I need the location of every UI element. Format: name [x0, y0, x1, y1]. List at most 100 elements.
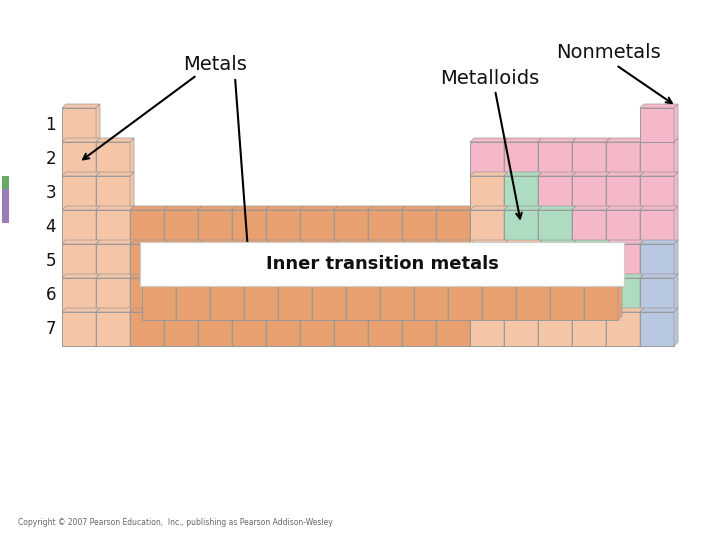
Bar	[176, 250, 210, 284]
Polygon shape	[232, 240, 270, 244]
Bar	[584, 286, 618, 320]
Polygon shape	[606, 138, 610, 176]
Polygon shape	[550, 246, 554, 284]
Polygon shape	[198, 206, 236, 210]
Polygon shape	[402, 274, 440, 278]
Polygon shape	[504, 274, 508, 312]
Polygon shape	[538, 138, 576, 142]
Polygon shape	[538, 240, 576, 244]
Polygon shape	[232, 274, 236, 312]
Polygon shape	[538, 206, 542, 244]
Polygon shape	[606, 138, 644, 142]
Bar	[504, 210, 538, 244]
Bar	[198, 312, 232, 346]
Bar	[210, 250, 244, 284]
Bar	[448, 250, 482, 284]
Text: 6: 6	[45, 286, 56, 304]
Polygon shape	[380, 246, 384, 284]
Polygon shape	[572, 206, 610, 210]
Bar	[504, 176, 538, 210]
Polygon shape	[164, 240, 168, 278]
Bar	[606, 176, 640, 210]
Polygon shape	[414, 246, 452, 250]
Polygon shape	[130, 274, 168, 278]
Polygon shape	[198, 240, 202, 278]
Polygon shape	[414, 246, 418, 284]
Polygon shape	[334, 240, 372, 244]
Polygon shape	[130, 138, 134, 176]
Bar	[538, 210, 572, 244]
Bar	[504, 142, 538, 176]
Polygon shape	[504, 308, 508, 346]
Polygon shape	[538, 308, 542, 346]
Polygon shape	[538, 138, 542, 176]
Polygon shape	[538, 206, 576, 210]
Polygon shape	[244, 246, 282, 250]
Polygon shape	[312, 246, 350, 250]
Polygon shape	[198, 240, 236, 244]
Bar	[300, 312, 334, 346]
Polygon shape	[572, 138, 576, 176]
Polygon shape	[640, 172, 644, 210]
Polygon shape	[436, 308, 474, 312]
Polygon shape	[130, 274, 134, 312]
Polygon shape	[176, 246, 214, 250]
Polygon shape	[572, 240, 576, 278]
Text: 2: 2	[45, 150, 56, 168]
Polygon shape	[176, 282, 214, 286]
Polygon shape	[62, 138, 100, 142]
Bar	[232, 312, 266, 346]
Bar	[198, 244, 232, 278]
Polygon shape	[164, 308, 168, 346]
Bar	[504, 278, 538, 312]
Polygon shape	[96, 308, 100, 346]
Polygon shape	[538, 274, 576, 278]
Polygon shape	[346, 246, 350, 284]
Bar	[96, 176, 130, 210]
Polygon shape	[504, 308, 542, 312]
Bar	[62, 142, 96, 176]
Bar	[232, 278, 266, 312]
Polygon shape	[244, 282, 282, 286]
Polygon shape	[538, 172, 542, 210]
Polygon shape	[640, 274, 678, 278]
Polygon shape	[266, 206, 270, 244]
Polygon shape	[300, 206, 338, 210]
Polygon shape	[504, 138, 508, 176]
Bar	[572, 142, 606, 176]
Polygon shape	[62, 172, 100, 176]
Polygon shape	[130, 308, 168, 312]
Polygon shape	[470, 274, 508, 278]
Polygon shape	[504, 274, 542, 278]
Polygon shape	[572, 240, 610, 244]
Bar	[300, 278, 334, 312]
Bar	[164, 244, 198, 278]
Polygon shape	[572, 274, 610, 278]
Polygon shape	[674, 138, 678, 176]
Polygon shape	[164, 240, 202, 244]
Polygon shape	[516, 246, 520, 284]
Bar	[176, 286, 210, 320]
Polygon shape	[436, 274, 440, 312]
Bar	[504, 312, 538, 346]
Polygon shape	[482, 282, 520, 286]
Polygon shape	[62, 308, 100, 312]
Polygon shape	[96, 206, 100, 244]
Polygon shape	[380, 282, 418, 286]
Polygon shape	[402, 240, 406, 278]
Bar	[368, 312, 402, 346]
Polygon shape	[266, 240, 270, 278]
Polygon shape	[504, 206, 542, 210]
Bar	[130, 244, 164, 278]
Polygon shape	[300, 308, 304, 346]
Polygon shape	[368, 274, 372, 312]
Polygon shape	[402, 308, 440, 312]
Polygon shape	[368, 240, 406, 244]
Bar	[142, 250, 176, 284]
Polygon shape	[516, 282, 520, 320]
Polygon shape	[232, 206, 236, 244]
Bar	[482, 250, 516, 284]
Bar	[380, 250, 414, 284]
Polygon shape	[516, 246, 554, 250]
Polygon shape	[436, 206, 440, 244]
